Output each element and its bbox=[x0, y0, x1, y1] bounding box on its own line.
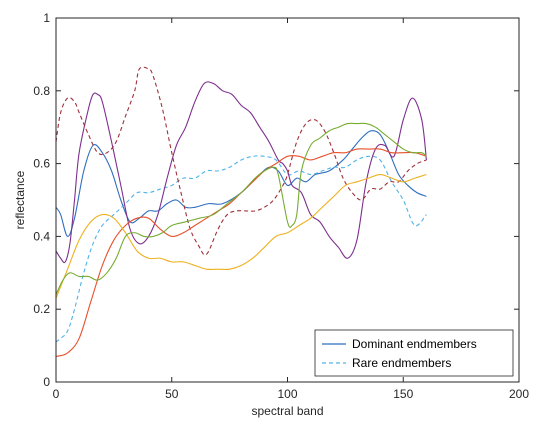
legend-label-rare: Rare endmembers bbox=[352, 356, 451, 370]
y-tick-label: 0.4 bbox=[33, 229, 50, 243]
x-axis-label: spectral band bbox=[251, 404, 323, 418]
series-line-6 bbox=[56, 173, 427, 299]
x-tick-label: 0 bbox=[53, 387, 60, 401]
y-tick-label: 0 bbox=[43, 375, 50, 389]
y-tick-label: 0.2 bbox=[33, 302, 50, 316]
x-tick-label: 50 bbox=[165, 387, 179, 401]
series-line-4 bbox=[56, 66, 427, 256]
series-line-3 bbox=[56, 81, 427, 264]
series-line-7 bbox=[56, 122, 427, 295]
legend: Dominant endmembers Rare endmembers bbox=[314, 329, 514, 377]
x-tick-label: 200 bbox=[509, 387, 529, 401]
series-line-2 bbox=[56, 155, 427, 343]
x-tick-label: 100 bbox=[277, 387, 297, 401]
y-tick-label: 1 bbox=[43, 11, 50, 25]
series-layer bbox=[56, 66, 427, 358]
legend-label-dominant: Dominant endmembers bbox=[352, 337, 477, 351]
y-tick-label: 0.6 bbox=[33, 157, 50, 171]
plot-area bbox=[56, 18, 519, 382]
ticks-layer: 0 50 100 150 200 0 0.2 0.4 0.6 0.8 1 bbox=[33, 11, 529, 401]
y-axis-label: reflectance bbox=[13, 170, 27, 229]
series-line-1 bbox=[56, 130, 427, 237]
y-tick-label: 0.8 bbox=[33, 84, 50, 98]
legend-box bbox=[314, 329, 514, 377]
x-tick-label: 150 bbox=[393, 387, 413, 401]
